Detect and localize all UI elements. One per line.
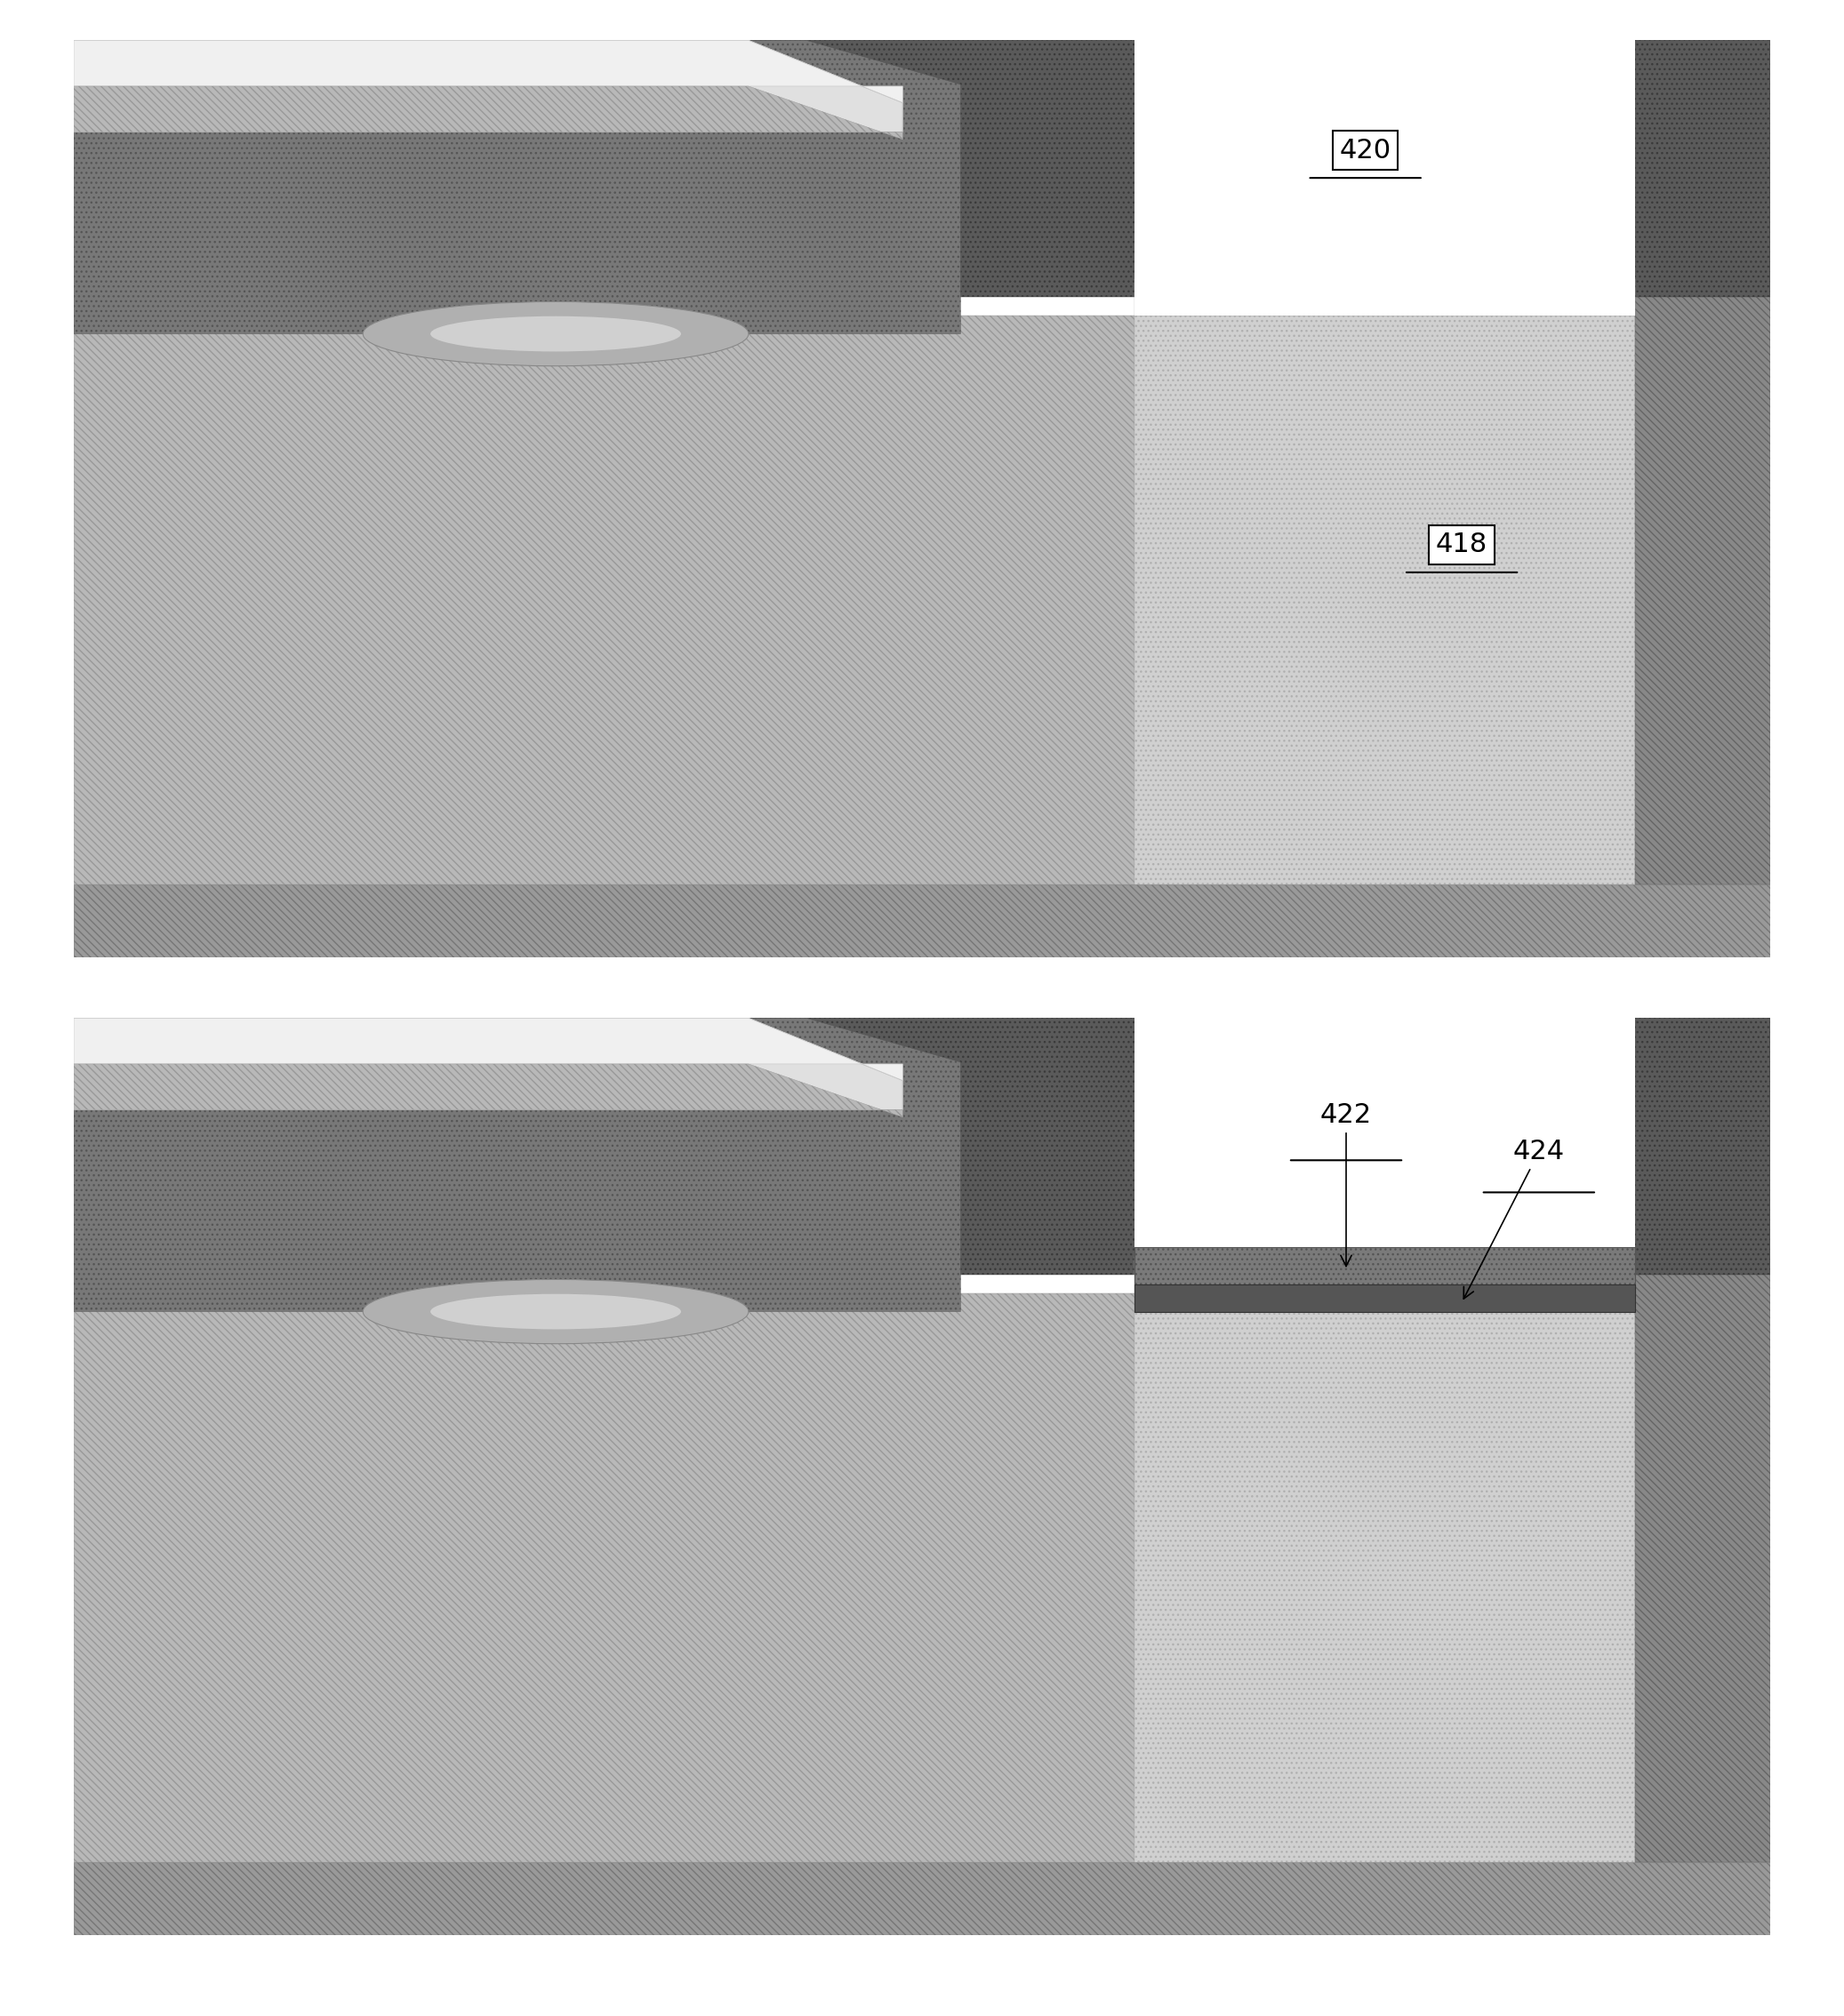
Text: 418: 418 [1436, 532, 1488, 558]
Bar [1134, 278, 1636, 317]
Polygon shape [74, 87, 904, 139]
Bar [1636, 278, 1770, 885]
Polygon shape [74, 40, 904, 103]
Bar [74, 317, 1134, 885]
Bar [1134, 40, 1636, 317]
Polygon shape [74, 1064, 904, 1117]
Ellipse shape [430, 317, 680, 351]
Bar [74, 1863, 1770, 1935]
Bar [74, 1294, 1134, 1863]
Polygon shape [74, 40, 904, 133]
Polygon shape [74, 1018, 904, 1109]
Polygon shape [74, 1018, 961, 1312]
Bar [1134, 1294, 1636, 1863]
Bar [1134, 1018, 1636, 1248]
Bar [1134, 1284, 1636, 1312]
Ellipse shape [430, 1294, 680, 1329]
Text: 420: 420 [1339, 137, 1390, 163]
Bar [74, 885, 1770, 958]
Ellipse shape [363, 1280, 749, 1345]
Bar [1134, 1248, 1636, 1294]
Text: 424: 424 [1464, 1139, 1566, 1298]
Bar [74, 40, 1770, 296]
Text: 422: 422 [1320, 1103, 1372, 1266]
Ellipse shape [363, 302, 749, 367]
Bar [1134, 1256, 1636, 1294]
Polygon shape [74, 40, 961, 335]
Bar [1134, 317, 1636, 885]
Polygon shape [74, 1018, 904, 1081]
Bar [1636, 1256, 1770, 1863]
Bar [74, 1018, 1770, 1274]
